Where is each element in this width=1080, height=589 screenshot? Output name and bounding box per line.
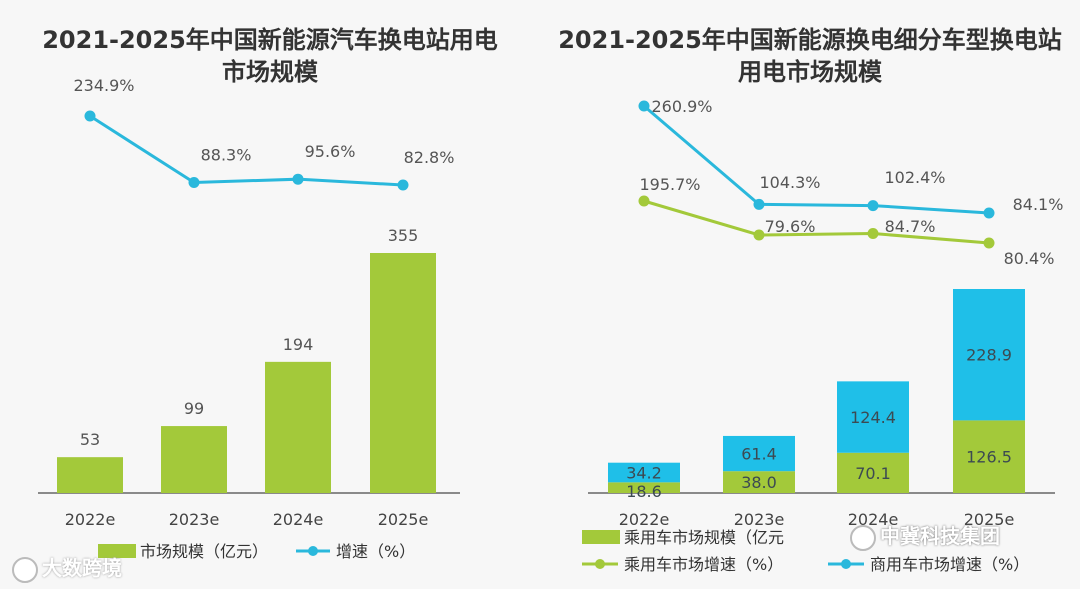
watermark-left: 大数跨境 <box>12 552 122 583</box>
chart2-legend-passenger-bar-label: 乘用车市场规模（亿元 <box>624 528 784 547</box>
chart1-bar-2025e <box>370 253 436 493</box>
chart2-legend-commercial-line-marker <box>841 559 851 569</box>
chart1-x-tick-2024e: 2024e <box>273 510 324 529</box>
chart2-commercial-growth-label-2025e: 84.1% <box>1013 195 1064 214</box>
chart2-passenger-growth-point-2022e <box>638 195 650 207</box>
chart2-passenger-bar-label-2025e: 126.5 <box>966 448 1012 467</box>
chart1-growth-label-2024e: 95.6% <box>305 142 356 161</box>
chart1-growth-label-2023e: 88.3% <box>201 146 252 165</box>
chart2-commercial-growth-point-2025e <box>983 207 995 219</box>
chart2-commercial-growth-point-2024e <box>867 200 879 212</box>
chart2-x-tick-2022e: 2022e <box>619 510 670 529</box>
chart2-passenger-bar-2024e <box>837 452 909 493</box>
chart1-growth-line <box>89 114 404 187</box>
chart2-commercial-bar-2024e <box>837 381 909 453</box>
chart1-x-tick-2022e: 2022e <box>65 510 116 529</box>
chart2-passenger-growth-point-2025e <box>983 237 995 249</box>
chart2-passenger-growth-label-2023e: 79.6% <box>765 217 816 236</box>
chart2-title-line1: 2021-2025年中国新能源换电细分车型换电站 <box>558 26 1062 54</box>
chart2-x-tick-2025e: 2025e <box>964 510 1015 529</box>
chart2-passenger-bar-label-2024e: 70.1 <box>855 464 891 483</box>
chart2-commercial-bar-label-2025e: 228.9 <box>966 346 1012 365</box>
wechat-icon <box>850 524 876 551</box>
chart2-commercial-growth-label-2022e: 260.9% <box>651 97 712 116</box>
chart2-legend-passenger-line-marker <box>595 559 605 569</box>
chart1-growth-label-2022e: 234.9% <box>73 76 134 95</box>
chart2-legend-passenger-line-label: 乘用车市场增速（%） <box>624 555 783 574</box>
chart2-passenger-bar-2025e <box>953 420 1025 493</box>
chart1-x-tick-2023e: 2023e <box>169 510 220 529</box>
chart1-x-tick-2025e: 2025e <box>378 510 429 529</box>
chart1-title-line2: 市场规模 <box>222 58 319 86</box>
chart2-commercial-growth-point-2022e <box>638 100 650 112</box>
chart1-growth-point-2024e <box>292 173 304 185</box>
watermark-right-text: 中冀科技集团 <box>880 524 1000 548</box>
chart1-legend-bar-swatch <box>98 544 136 558</box>
chart1-bar-2024e <box>265 361 331 493</box>
chart2-legend-commercial-line-label: 商用车市场增速（%） <box>870 555 1029 574</box>
chart2-x-tick-2023e: 2023e <box>734 510 785 529</box>
chart2-passenger-bar-label-2022e: 18.6 <box>626 482 662 501</box>
chart2-x-tick-2024e: 2024e <box>848 510 899 529</box>
chart2-passenger-bar-2023e <box>723 471 795 493</box>
chart2-commercial-bar-label-2023e: 61.4 <box>741 445 777 464</box>
chart1-bar-label-2022e: 53 <box>80 430 100 449</box>
chart2-commercial-bar-2025e <box>953 289 1025 421</box>
chart2-passenger-growth-point-2023e <box>753 229 765 241</box>
chart1-title-line1: 2021-2025年中国新能源汽车换电站用电 <box>42 26 498 54</box>
chart2-commercial-bar-label-2022e: 34.2 <box>626 464 662 483</box>
chart1-bar-label-2025e: 355 <box>388 226 419 245</box>
chart1-legend-line-label: 增速（%） <box>336 542 415 561</box>
chart1-legend-line-marker <box>308 546 318 556</box>
chart2-commercial-growth-point-2023e <box>753 198 765 210</box>
chart1-growth-point-2022e <box>84 110 96 122</box>
chart1-growth-point-2023e <box>188 177 200 188</box>
chart2-commercial-growth-line <box>643 104 990 215</box>
chart2-passenger-bar-2022e <box>608 482 680 493</box>
chart1-legend-bar-label: 市场规模（亿元） <box>140 542 268 561</box>
watermark-left-text: 大数跨境 <box>42 556 122 580</box>
chart2-commercial-bar-2023e <box>723 435 795 472</box>
chart2-legend-passenger-bar-swatch <box>582 530 620 544</box>
chart1-bar-label-2023e: 99 <box>184 399 204 418</box>
chart2-commercial-bar-label-2024e: 124.4 <box>850 408 896 427</box>
chart1-bar-label-2024e: 194 <box>283 335 314 354</box>
chart2-title-line2: 用电市场规模 <box>738 58 883 86</box>
chart2-commercial-growth-label-2023e: 104.3% <box>759 173 820 192</box>
chart2-passenger-growth-point-2024e <box>867 228 879 240</box>
watermark-logo-icon <box>12 556 38 583</box>
chart2-passenger-growth-line <box>643 199 990 245</box>
chart2-passenger-growth-label-2024e: 84.7% <box>885 217 936 236</box>
chart2-passenger-growth-label-2025e: 80.4% <box>1004 249 1055 268</box>
chart1-growth-label-2025e: 82.8% <box>404 148 455 167</box>
chart1-bar-2022e <box>57 457 123 493</box>
watermark-right: 中冀科技集团 <box>850 520 1000 551</box>
chart2-commercial-bar-2022e <box>608 462 680 483</box>
chart2-passenger-growth-label-2022e: 195.7% <box>639 175 700 194</box>
chart2-passenger-bar-label-2023e: 38.0 <box>741 473 777 492</box>
chart1-growth-point-2025e <box>397 179 409 191</box>
chart1-bar-2023e <box>161 426 227 493</box>
chart2-commercial-growth-label-2024e: 102.4% <box>884 168 945 187</box>
